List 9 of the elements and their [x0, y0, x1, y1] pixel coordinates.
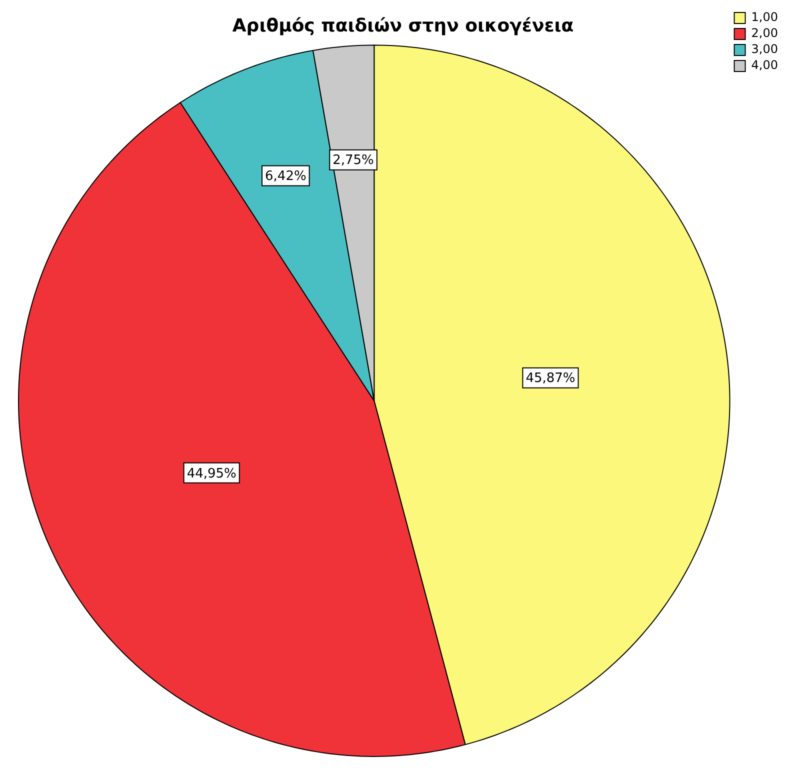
legend-label: 4,00 [751, 58, 778, 72]
legend-label: 2,00 [751, 26, 778, 40]
legend-label: 1,00 [751, 10, 778, 24]
data-label: 6,42% [265, 169, 306, 184]
data-label: 44,95% [186, 466, 236, 482]
data-label: 45,87% [526, 371, 576, 386]
chart-title: Αριθμός παιδιών στην οικογένεια [232, 15, 574, 36]
data-label: 2,75% [332, 153, 374, 168]
legend-label: 3,00 [751, 42, 778, 56]
